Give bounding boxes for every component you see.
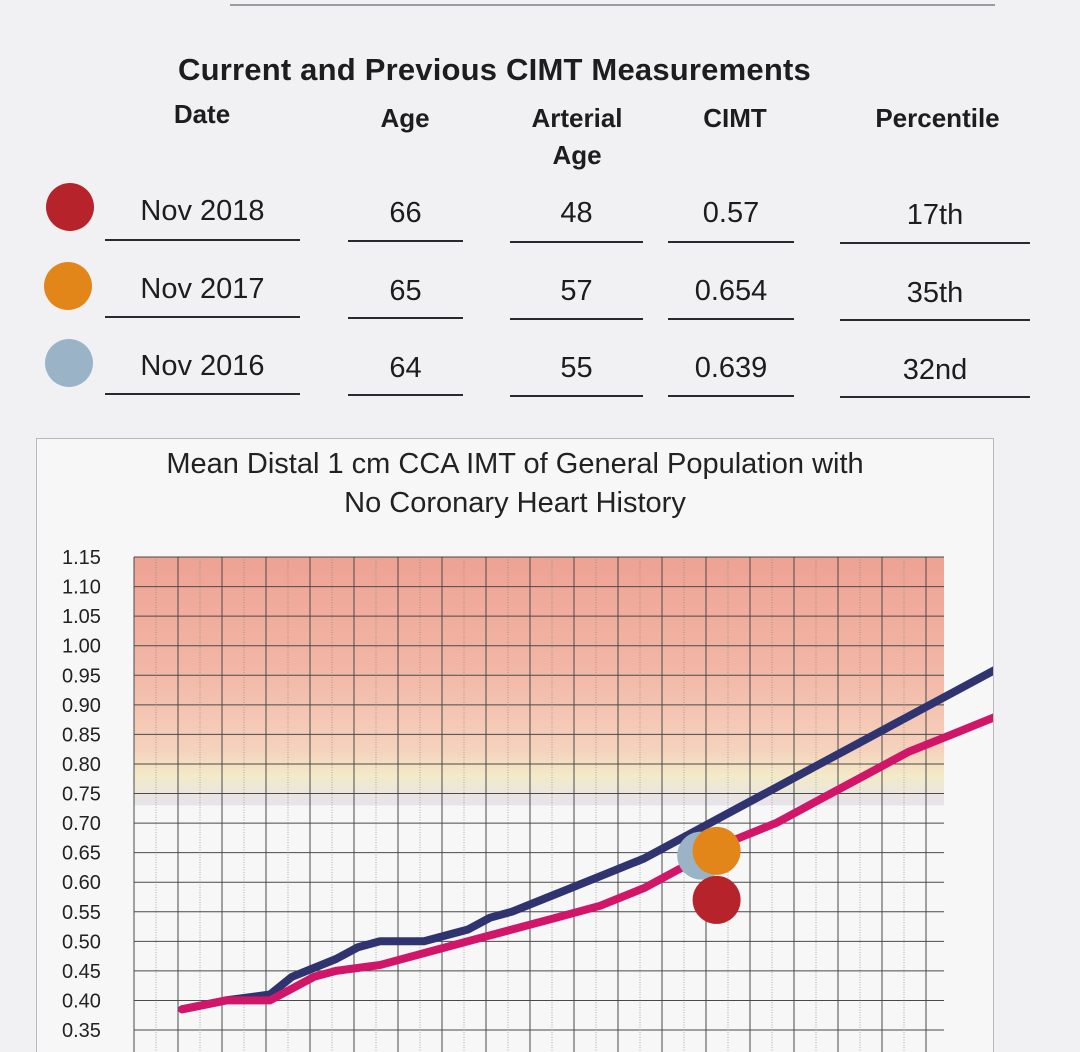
row-cimt: 0.57 [702,197,760,229]
row-underline [668,395,794,397]
chart-plot: 1.15 1.10 1.05 1.00 0.95 0.90 0.85 0.80 0.75 0.70… [62,547,993,1052]
y-tick-label: 0.90 [62,695,101,717]
y-tick-label: 0.55 [62,902,101,924]
header-date: Date [173,99,231,129]
row-arterial-age: 48 [560,197,593,229]
row-underline [105,393,300,395]
y-tick-label: 0.65 [62,843,101,865]
row-cimt: 0.639 [694,352,768,384]
y-tick-label: 0.45 [62,961,101,983]
row-underline [348,317,463,319]
chart-title-line1: Mean Distal 1 cm CCA IMT of General Popu… [166,448,864,480]
row-cimt: 0.654 [694,275,768,307]
header-age: Age [380,103,430,133]
row-percentile: 32nd [902,354,968,386]
row-underline [105,239,300,241]
y-tick-label: 0.75 [62,784,101,806]
header-cimt: CIMT [703,103,767,133]
row-age: 64 [389,352,422,384]
row-underline [510,395,643,397]
series-line-pink [178,713,993,1014]
row-arterial-age: 57 [560,275,593,307]
row-color-dot [45,339,93,387]
header-arterial-age-line2: Age [552,140,602,170]
y-tick-label: 0.60 [62,872,101,894]
table-title: Current and Previous CIMT Measurements [178,52,811,87]
measurement-marker [692,875,741,924]
y-tick-label: 0.70 [62,813,101,835]
row-underline [840,319,1030,321]
y-tick-label: 0.50 [62,931,101,953]
row-date: Nov 2017 [140,273,265,305]
row-underline [510,241,643,243]
row-underline [840,396,1030,398]
header-percentile: Percentile [875,103,1000,133]
row-underline [840,242,1030,244]
risk-zone-background [134,557,944,806]
row-color-dot [46,183,94,231]
top-divider [230,4,995,6]
y-tick-label: 0.80 [62,754,101,776]
row-age: 66 [389,197,422,229]
y-tick-label: 0.95 [62,665,101,687]
row-date: Nov 2016 [140,350,265,382]
y-tick-label: 1.05 [62,606,101,628]
y-tick-label: 0.35 [62,1020,101,1042]
chart-panel: Mean Distal 1 cm CCA IMT of General Popu… [36,438,994,1052]
y-tick-label: 1.10 [62,577,101,599]
row-underline [348,394,463,396]
row-percentile: 35th [906,277,964,309]
y-tick-label: 1.00 [62,636,101,658]
row-arterial-age: 55 [560,352,593,384]
measurement-marker [692,826,741,875]
y-tick-label: 0.40 [62,990,101,1012]
header-arterial-age-line1: Arterial [531,103,623,133]
series-line-blue [178,666,993,1014]
row-underline [348,240,463,242]
row-percentile: 17th [906,199,964,231]
row-underline [105,316,300,318]
y-tick-label: 0.85 [62,724,101,746]
chart-title-line2: No Coronary Heart History [344,487,686,519]
row-age: 65 [389,275,422,307]
y-tick-label: 1.15 [62,547,101,569]
row-date: Nov 2018 [140,195,265,227]
row-color-dot [44,262,92,310]
row-underline [668,241,794,243]
row-underline [668,318,794,320]
row-underline [510,318,643,320]
